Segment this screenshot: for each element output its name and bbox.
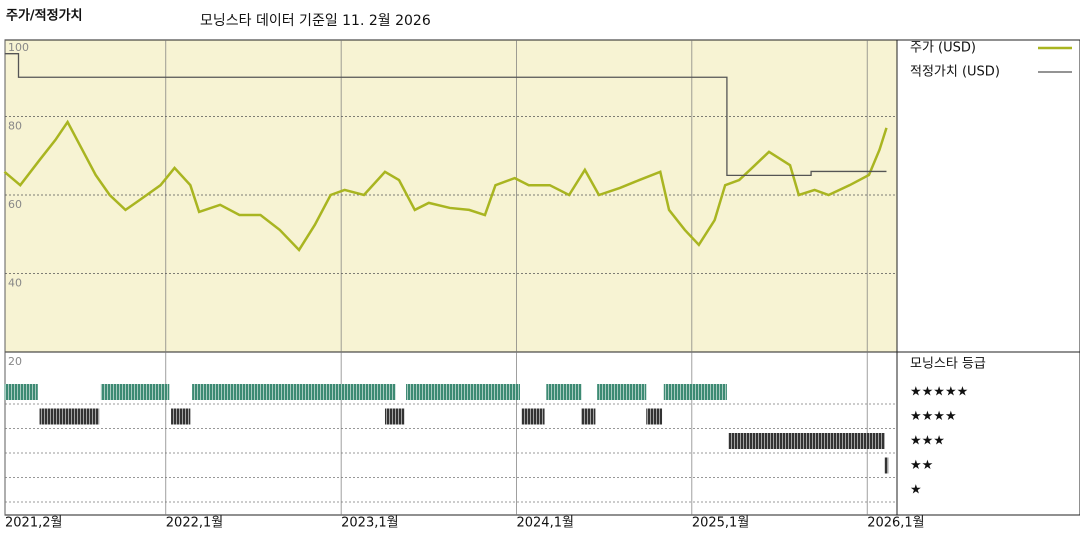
- y-tick-label: 80: [8, 120, 22, 133]
- chart-subtitle: 모닝스타 데이터 기준일 11. 2월 2026: [200, 13, 431, 29]
- rating-title: 모닝스타 등급: [910, 357, 986, 372]
- rating-bar-stripes: [192, 384, 396, 400]
- rating-bar-stripes: [39, 408, 100, 425]
- x-tick-label: 2026,1월: [867, 516, 924, 531]
- rating-bar-stripes: [581, 408, 596, 425]
- chart-title: 주가/적정가치: [6, 8, 83, 24]
- rating-bar-stripes: [646, 408, 663, 425]
- rating-label: ★★★★: [910, 409, 957, 424]
- rating-bar-stripes: [663, 384, 727, 400]
- rating-label: ★: [910, 483, 922, 498]
- rating-label: ★★: [910, 458, 933, 473]
- rating-bar-stripes: [4, 384, 38, 400]
- plot-background: [5, 40, 897, 352]
- rating-bar-stripes: [546, 384, 582, 400]
- x-tick-label: 2022,1월: [166, 516, 223, 531]
- x-tick-label: 2021,2월: [5, 516, 62, 531]
- rating-bar-stripes: [384, 408, 405, 425]
- y-tick-label: 20: [8, 355, 22, 368]
- y-tick-label: 60: [8, 198, 22, 211]
- rating-bar-stripes: [884, 457, 889, 474]
- x-tick-label: 2023,1월: [341, 516, 398, 531]
- rating-bar-stripes: [597, 384, 647, 400]
- y-tick-label: 40: [8, 277, 22, 290]
- rating-bar-stripes: [728, 433, 885, 449]
- x-tick-label: 2024,1월: [516, 516, 573, 531]
- rating-bar-stripes: [521, 408, 545, 425]
- y-tick-label: 100: [8, 41, 29, 54]
- rating-label: ★★★: [910, 434, 945, 449]
- legend-label: 주가 (USD): [910, 41, 976, 56]
- rating-bar-stripes: [171, 408, 191, 425]
- rating-label: ★★★★★: [910, 385, 968, 400]
- rating-bar-stripes: [406, 384, 520, 400]
- rating-bar-stripes: [100, 384, 170, 400]
- x-tick-label: 2025,1월: [692, 516, 749, 531]
- legend-label: 적정가치 (USD): [910, 65, 1000, 80]
- series-line: [4, 53, 887, 177]
- series-line: [3, 119, 888, 252]
